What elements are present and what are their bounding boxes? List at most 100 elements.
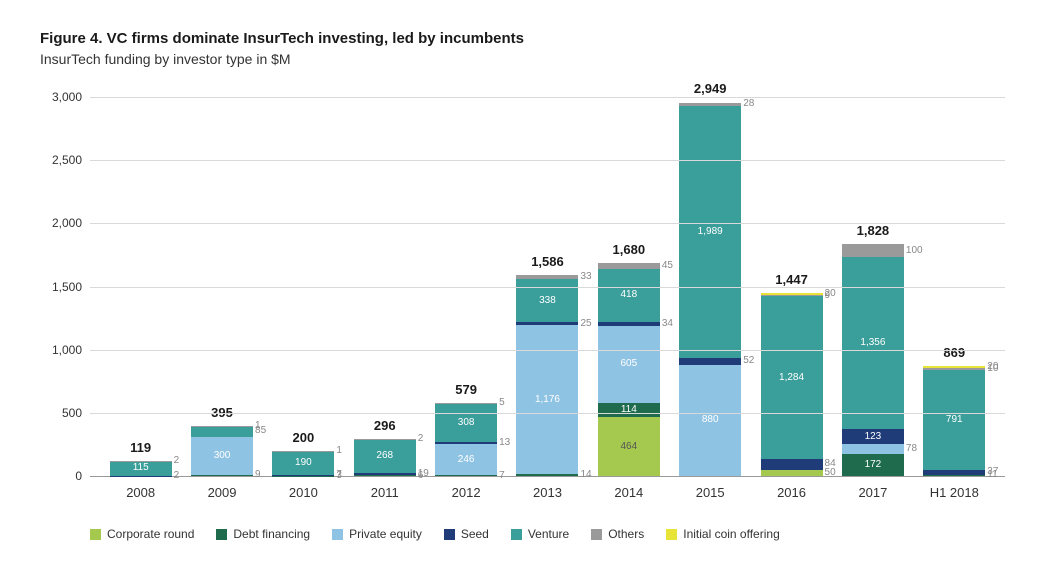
y-tick-label: 2,500 [40,153,82,167]
bar-segment-seed: 19 [354,473,416,475]
chart-area: 1192115239593008512003719012966192682579… [90,97,1005,517]
bar-column: 11921152 [105,461,177,476]
plot-region: 1192115239593008512003719012966192682579… [90,97,1005,477]
bar-segment-venture: 190 [272,451,334,475]
bar-total-label: 1,447 [756,272,828,287]
segment-value-label: 1,989 [698,227,723,237]
segment-value-label: 45 [662,261,673,271]
grid-line [90,350,1005,351]
bar-total-label: 200 [267,430,339,445]
x-tick-label: H1 2018 [918,477,990,517]
bar-segment-seed: 7 [272,475,334,476]
x-tick-label: 2015 [674,477,746,517]
bar-total-label: 1,586 [511,254,583,269]
segment-value-label: 25 [580,319,591,329]
chart-legend: Corporate roundDebt financingPrivate equ… [90,527,1005,541]
bar-segment-debt: 14 [516,474,578,476]
legend-item-corporate: Corporate round [90,527,194,541]
segment-value-label: 2 [418,434,424,444]
segment-value-label: 246 [458,455,475,465]
segment-value-label: 418 [620,290,637,300]
segment-value-label: 172 [865,460,882,470]
bar-segment-venture: 308 [435,403,497,442]
segment-value-label: 300 [214,451,231,461]
x-tick-label: 2009 [186,477,258,517]
segment-value-label: 1,284 [779,373,804,383]
y-tick-label: 2,000 [40,216,82,230]
legend-label: Others [608,527,644,541]
legend-label: Venture [528,527,569,541]
x-tick-label: 2010 [267,477,339,517]
grid-line [90,223,1005,224]
grid-line [90,287,1005,288]
figure-title: Figure 4. VC firms dominate InsurTech in… [40,30,1005,47]
bar-segment-venture: 115 [110,461,172,476]
segment-value-label: 84 [825,459,836,469]
segment-value-label: 791 [946,415,963,425]
segment-value-label: 52 [743,356,754,366]
segment-value-label: 2 [174,456,180,466]
bar-segment-seed: 13 [435,442,497,444]
bar-stack: 50841,284920 [761,293,823,476]
bar-stack: 11377911020 [923,366,985,476]
x-tick-label: 2016 [756,477,828,517]
segment-value-label: 1 [336,446,342,456]
bar-segment-debt: 6 [354,475,416,476]
legend-label: Seed [461,527,489,541]
bar-total-label: 869 [918,345,990,360]
bar-segment-venture: 268 [354,439,416,473]
bar-segment-seed: 34 [598,322,660,326]
bar-total-label: 1,828 [837,223,909,238]
legend-swatch [591,529,602,540]
bar-segment-others: 33 [516,275,578,279]
segment-value-label: 37 [987,467,998,477]
legend-item-pe: Private equity [332,527,422,541]
segment-value-label: 1,176 [535,395,560,405]
segment-value-label: 100 [906,246,923,256]
legend-item-seed: Seed [444,527,489,541]
legend-label: Private equity [349,527,422,541]
legend-label: Corporate round [107,527,194,541]
x-tick-label: 2017 [837,477,909,517]
bar-column: 1,586141,1762533833 [511,275,583,476]
segment-value-label: 13 [499,438,510,448]
legend-item-others: Others [591,527,644,541]
segment-value-label: 1 [255,421,261,431]
x-tick-label: 2008 [105,477,177,517]
bar-segment-venture: 418 [598,269,660,322]
bar-column: 1,828172781231,356100 [837,244,909,476]
figure-subtitle: InsurTech funding by investor type in $M [40,51,1005,67]
bar-segment-seed: 25 [516,322,578,325]
bar-segment-pe: 246 [435,444,497,475]
bar-segment-debt: 11 [923,475,985,476]
bar-total-label: 1,680 [593,242,665,257]
x-tick-label: 2011 [349,477,421,517]
segment-value-label: 880 [702,415,719,425]
grid-line [90,413,1005,414]
bar-stack: 141,1762533833 [516,275,578,476]
segment-value-label: 20 [825,289,836,299]
grid-line [90,97,1005,98]
bar-column: 86911377911020 [918,366,990,476]
bar-total-label: 579 [430,382,502,397]
y-tick-label: 1,500 [40,280,82,294]
bar-segment-others: 100 [842,244,904,257]
bar-segment-others: 10 [923,368,985,369]
x-axis-labels: 2008200920102011201220132014201520162017… [90,477,1005,517]
y-tick-label: 500 [40,406,82,420]
segment-value-label: 5 [499,398,505,408]
bar-segment-venture: 1,356 [842,257,904,429]
segment-value-label: 1,356 [860,338,885,348]
bar-segment-seed: 123 [842,429,904,445]
bar-segment-pe: 78 [842,444,904,454]
bar-column: 3959300851 [186,426,258,476]
segment-value-label: 268 [376,451,393,461]
segment-value-label: 28 [743,99,754,109]
segment-value-label: 605 [620,359,637,369]
legend-swatch [666,529,677,540]
segment-value-label: 190 [295,458,312,468]
legend-swatch [511,529,522,540]
bar-column: 1,44750841,284920 [756,293,828,476]
bar-stack: 880521,98928 [679,103,741,477]
legend-swatch [216,529,227,540]
